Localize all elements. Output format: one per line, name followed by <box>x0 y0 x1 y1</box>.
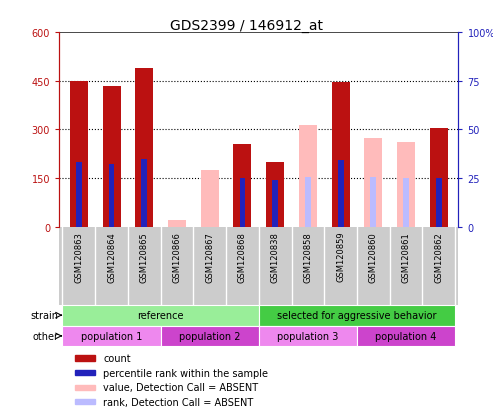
Bar <box>397 143 415 227</box>
Text: GSM120863: GSM120863 <box>74 231 83 282</box>
Bar <box>75 385 95 390</box>
Bar <box>436 179 442 227</box>
Text: GSM120866: GSM120866 <box>173 231 181 282</box>
Bar <box>370 177 376 227</box>
Text: GSM120838: GSM120838 <box>271 231 280 282</box>
Bar <box>259 305 455 326</box>
Text: strain: strain <box>31 311 59 320</box>
Bar <box>305 177 311 227</box>
Bar <box>299 125 317 227</box>
Text: selected for aggressive behavior: selected for aggressive behavior <box>277 311 437 320</box>
Bar <box>338 161 344 227</box>
Bar <box>357 326 455 347</box>
Text: GSM120862: GSM120862 <box>434 231 443 282</box>
Bar <box>272 180 278 227</box>
Bar <box>364 138 383 227</box>
Bar <box>430 128 448 227</box>
Text: GSM120867: GSM120867 <box>205 231 214 282</box>
Text: GSM120859: GSM120859 <box>336 231 345 282</box>
Bar <box>135 69 153 227</box>
Text: population 1: population 1 <box>81 331 142 341</box>
Text: rank, Detection Call = ABSENT: rank, Detection Call = ABSENT <box>103 397 253 407</box>
Bar <box>103 86 120 227</box>
Text: reference: reference <box>138 311 184 320</box>
Bar <box>240 179 246 227</box>
Bar <box>332 83 350 227</box>
Bar <box>63 326 161 347</box>
Bar <box>161 326 259 347</box>
Text: count: count <box>103 353 131 363</box>
Bar <box>266 163 284 227</box>
Text: other: other <box>33 331 59 341</box>
Bar <box>75 356 95 361</box>
Bar <box>403 179 409 227</box>
Bar <box>75 370 95 375</box>
Text: population 3: population 3 <box>277 331 339 341</box>
Text: GSM120865: GSM120865 <box>140 231 149 282</box>
Bar <box>201 171 219 227</box>
Text: GSM120868: GSM120868 <box>238 231 247 282</box>
Text: GSM120864: GSM120864 <box>107 231 116 282</box>
Text: GSM120858: GSM120858 <box>303 231 313 282</box>
Text: percentile rank within the sample: percentile rank within the sample <box>103 368 268 377</box>
Bar <box>75 399 95 404</box>
Bar <box>234 145 251 227</box>
Bar <box>76 163 82 227</box>
Bar <box>141 159 147 227</box>
Text: GSM120860: GSM120860 <box>369 231 378 282</box>
Text: GSM120861: GSM120861 <box>402 231 411 282</box>
Bar <box>108 164 114 227</box>
Text: population 2: population 2 <box>179 331 241 341</box>
Bar <box>63 305 259 326</box>
Text: population 4: population 4 <box>376 331 437 341</box>
Bar <box>259 326 357 347</box>
Bar <box>168 221 186 227</box>
Text: GDS2399 / 146912_at: GDS2399 / 146912_at <box>170 19 323 33</box>
Bar <box>70 82 88 227</box>
Text: value, Detection Call = ABSENT: value, Detection Call = ABSENT <box>103 382 258 392</box>
